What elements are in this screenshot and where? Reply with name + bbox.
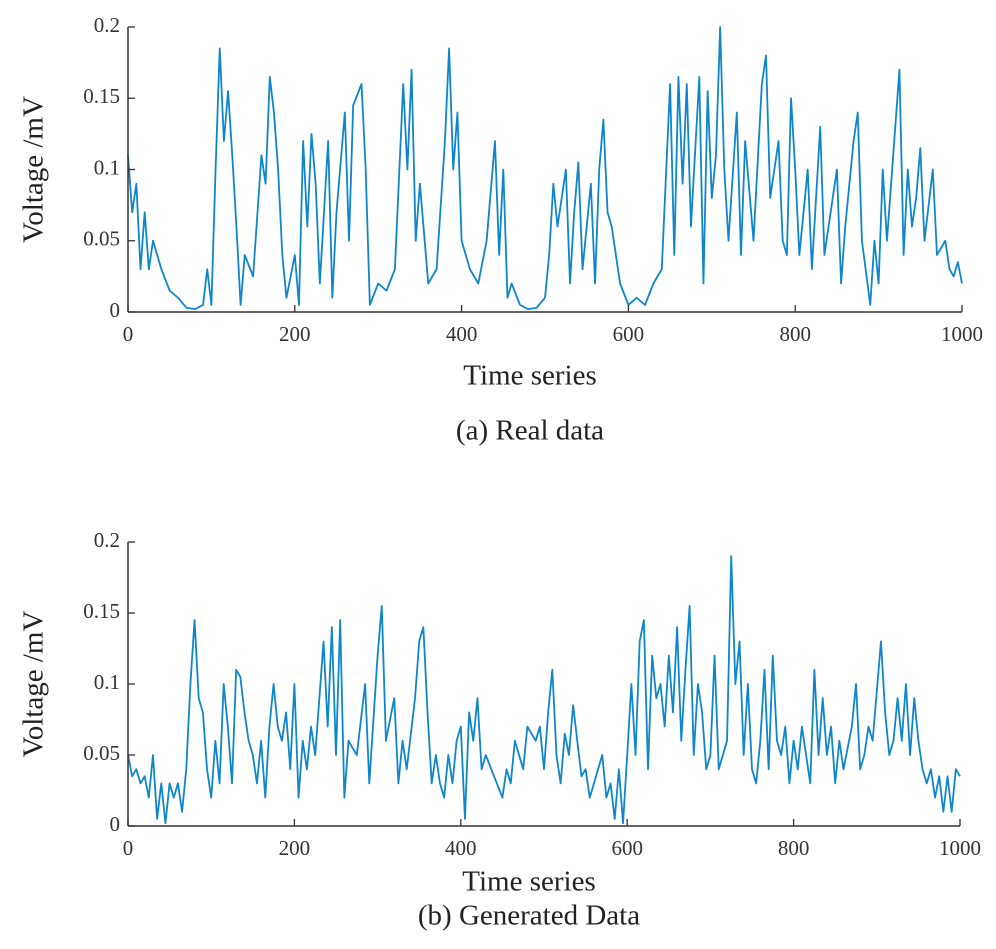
y-tick-label: 0.05 [83,227,120,251]
y-tick-label: 0 [110,298,121,322]
x-tick-label: 800 [778,836,810,860]
x-tick-label: 1000 [941,322,983,346]
data-line [127,555,961,825]
x-tick-label: 0 [123,836,134,860]
x-tick-label: 600 [611,836,643,860]
x-axis-label: Time series [463,360,596,392]
y-tick-label: 0.2 [94,13,120,37]
x-tick-label: 200 [279,322,311,346]
x-tick-label: 400 [446,322,478,346]
x-tick-label: 200 [279,836,311,860]
y-tick-label: 0.15 [83,84,120,108]
caption: (a) Real data [456,415,604,447]
y-axis-label: Voltage /mV [18,611,50,758]
x-tick-label: 0 [123,322,134,346]
data-line [127,26,963,311]
x-tick-label: 1000 [939,836,981,860]
x-tick-label: 800 [779,322,811,346]
y-tick-label: 0.2 [94,528,120,552]
y-tick-label: 0.05 [83,741,120,765]
y-tick-label: 0 [110,812,121,836]
x-tick-label: 400 [445,836,477,860]
y-tick-label: 0.1 [94,155,120,179]
caption: (b) Generated Data [418,900,640,932]
y-axis-label: Voltage /mV [18,96,50,243]
x-axis-label: Time series [462,866,595,898]
x-tick-label: 600 [613,322,645,346]
y-tick-label: 0.15 [83,599,120,623]
y-tick-label: 0.1 [94,670,120,694]
